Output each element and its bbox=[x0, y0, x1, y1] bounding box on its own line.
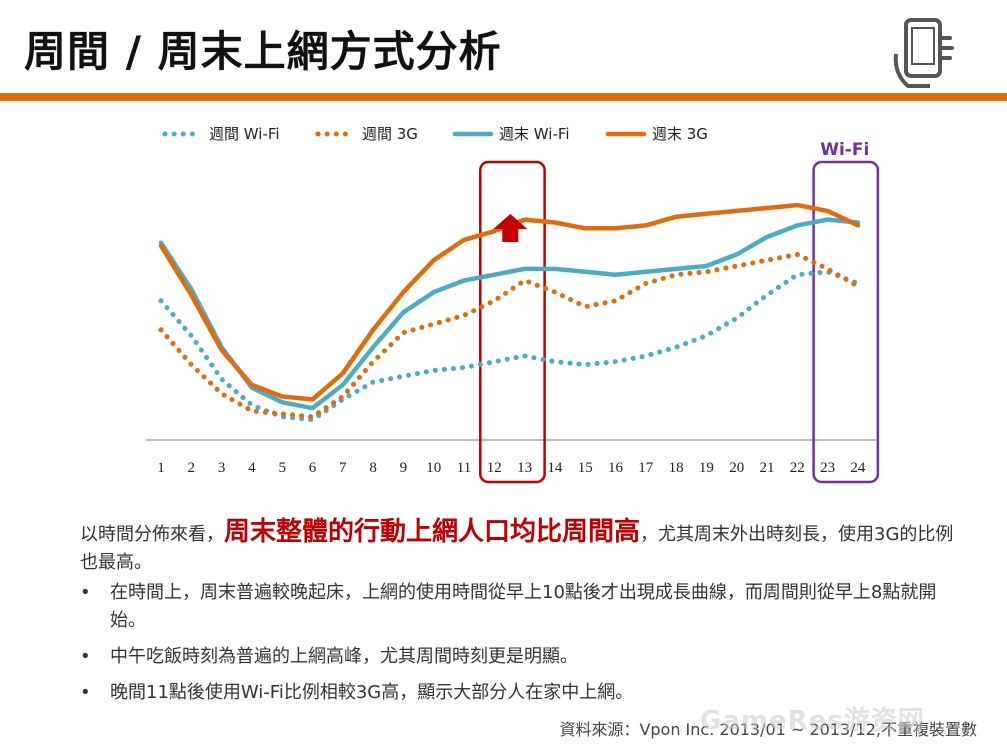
x-tick-label: 12 bbox=[487, 460, 502, 476]
legend-label: 週末 Wi-Fi bbox=[499, 125, 570, 143]
x-tick-label: 1 bbox=[157, 460, 165, 476]
bullet-icon: • bbox=[80, 682, 91, 703]
wifi-box-label: Wi-Fi bbox=[820, 140, 869, 160]
x-tick-label: 9 bbox=[400, 460, 408, 476]
x-tick-label: 15 bbox=[578, 460, 593, 476]
list-item: • 中午吃飯時刻為普遍的上網高峰，尤其周間時刻更是明顯。 bbox=[80, 643, 960, 671]
x-tick-label: 13 bbox=[517, 460, 532, 476]
bullet-icon: • bbox=[80, 582, 91, 603]
x-tick-label: 18 bbox=[669, 460, 684, 476]
x-tick-label: 11 bbox=[457, 460, 471, 476]
line-chart: 1 2 3 4 5 6 7 8 9 10 11 12 13 14 15 16 17 18 19 20 21 22 23 24W… bbox=[146, 125, 880, 484]
legend-label: 週間 3G bbox=[362, 125, 418, 143]
hand-phone-icon bbox=[893, 18, 954, 88]
series-line-0 bbox=[158, 269, 861, 423]
x-tick-label: 7 bbox=[339, 460, 347, 476]
up-arrow-icon bbox=[493, 214, 528, 242]
x-tick-label: 23 bbox=[820, 460, 835, 476]
intro-highlight: 周末整體的行動上網人口均比周間高 bbox=[224, 517, 641, 547]
bullet-list: • 在時間上，周末普遍較晚起床，上網的使用時間從早上10點後才出現成長曲線，而周間… bbox=[80, 579, 960, 707]
x-tick-label: 8 bbox=[369, 460, 377, 476]
data-source: 資料來源：Vpon Inc. 2013/01 ~ 2013/12,不重複裝置數 bbox=[559, 720, 977, 739]
series-line-2 bbox=[158, 217, 861, 411]
bullet-text: 中午吃飯時刻為普遍的上網高峰，尤其周間時刻更是明顯。 bbox=[110, 646, 578, 667]
intro-post: ，尤其周末外出時刻長，使用3G的比例也最高。 bbox=[80, 524, 954, 573]
x-tick-label: 22 bbox=[790, 460, 805, 476]
list-item: • 晚間11點後使用Wi-Fi比例相較3G高，顯示大部分人在家中上網。 bbox=[80, 679, 960, 707]
x-tick-label: 10 bbox=[426, 460, 441, 476]
x-tick-label: 21 bbox=[760, 460, 775, 476]
watermark: GameRes游资网 bbox=[700, 706, 925, 736]
intro-pre: 以時間分佈來看， bbox=[80, 524, 224, 545]
legend-label: 週末 3G bbox=[652, 125, 708, 143]
bullet-text: 在時間上，周末普遍較晚起床，上網的使用時間從早上10點後才出現成長曲線，而周間則… bbox=[110, 582, 937, 631]
page-title: 周間 / 周末上網方式分析 bbox=[24, 27, 502, 76]
highlight-box-12-13 bbox=[479, 160, 546, 484]
series-line-1 bbox=[158, 251, 861, 420]
summary-text: 以時間分佈來看，周末整體的行動上網人口均比周間高，尤其周末外出時刻長，使用3G的… bbox=[80, 518, 960, 715]
x-tick-label: 19 bbox=[699, 460, 714, 476]
x-tick-label: 20 bbox=[729, 460, 744, 476]
x-tick-label: 17 bbox=[638, 460, 654, 476]
x-tick-label: 24 bbox=[850, 460, 866, 476]
bullet-icon: • bbox=[80, 646, 91, 667]
legend-label: 週間 Wi-Fi bbox=[209, 125, 280, 143]
x-tick-label: 3 bbox=[218, 460, 226, 476]
list-item: • 在時間上，周末普遍較晚起床，上網的使用時間從早上10點後才出現成長曲線，而周間… bbox=[80, 579, 960, 635]
x-tick-label: 6 bbox=[309, 460, 317, 476]
bullet-text: 晚間11點後使用Wi-Fi比例相較3G高，顯示大部分人在家中上網。 bbox=[110, 682, 634, 703]
x-tick-label: 4 bbox=[248, 460, 256, 476]
header-accent-bar bbox=[0, 93, 1007, 101]
highlight-box-23-24 bbox=[812, 160, 880, 484]
x-tick-label: 5 bbox=[278, 460, 286, 476]
x-tick-label: 2 bbox=[188, 460, 196, 476]
x-tick-label: 16 bbox=[608, 460, 624, 476]
intro-paragraph: 以時間分佈來看，周末整體的行動上網人口均比周間高，尤其周末外出時刻長，使用3G的… bbox=[80, 518, 960, 577]
x-tick-label: 14 bbox=[547, 460, 563, 476]
